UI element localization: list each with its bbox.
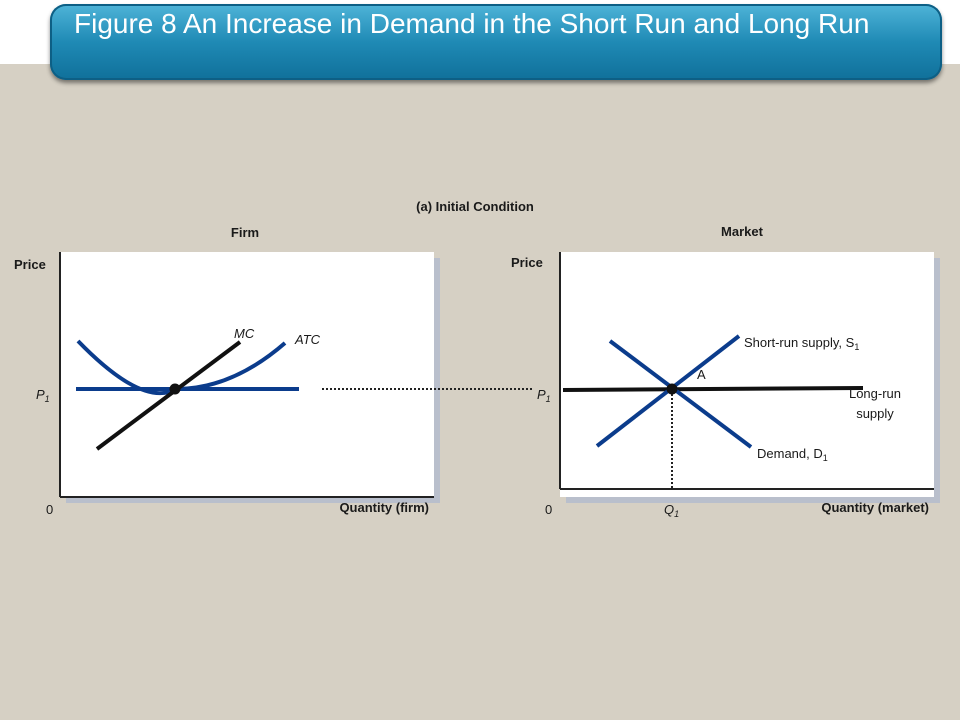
market-graph: Market Price Quantity (market) 0 P1 Q1 A… bbox=[511, 224, 940, 519]
firm-price-label: P1 bbox=[36, 387, 50, 404]
firm-origin-label: 0 bbox=[46, 502, 53, 517]
mc-label: MC bbox=[234, 326, 255, 341]
slide-title: Figure 8 An Increase in Demand in the Sh… bbox=[74, 8, 870, 39]
point-a-label: A bbox=[697, 367, 706, 382]
firm-equilibrium-point bbox=[169, 383, 181, 395]
firm-plot-area bbox=[60, 252, 434, 497]
market-plot-area bbox=[560, 252, 934, 497]
short-run-supply-label: Short-run supply, S1 bbox=[744, 335, 859, 352]
demand-label: Demand, D1 bbox=[757, 446, 828, 463]
long-run-supply-label-line1: Long-run bbox=[849, 386, 901, 401]
mc-curve bbox=[95, 340, 242, 451]
market-y-axis-label: Price bbox=[511, 255, 543, 270]
firm-title: Firm bbox=[231, 225, 259, 240]
long-run-supply-line bbox=[562, 386, 864, 392]
atc-label: ATC bbox=[294, 332, 321, 347]
market-title: Market bbox=[721, 224, 764, 239]
panel-heading: (a) Initial Condition bbox=[416, 199, 534, 214]
firm-graph: Firm Price Quantity (firm) 0 P1 MC ATC bbox=[14, 225, 440, 517]
firm-y-axis-label: Price bbox=[14, 257, 46, 272]
market-quantity-label: Q1 bbox=[664, 502, 679, 519]
long-run-supply-label-line2: supply bbox=[856, 406, 894, 421]
title-bar: Figure 8 An Increase in Demand in the Sh… bbox=[50, 4, 942, 80]
demand-curve bbox=[608, 339, 753, 449]
market-equilibrium-point bbox=[666, 383, 678, 395]
market-origin-label: 0 bbox=[545, 502, 552, 517]
firm-x-axis-label: Quantity (firm) bbox=[339, 500, 429, 515]
market-price-label: P1 bbox=[537, 387, 551, 404]
market-x-axis-label: Quantity (market) bbox=[821, 500, 929, 515]
